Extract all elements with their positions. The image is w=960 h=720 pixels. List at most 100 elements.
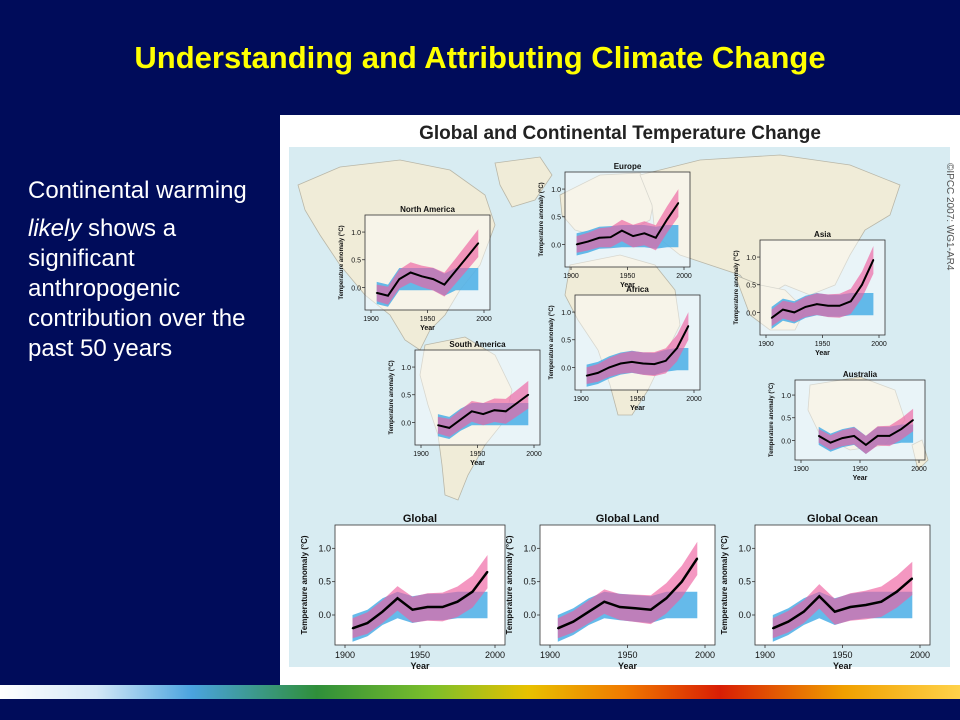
x-tick-label: 1950 — [617, 650, 637, 660]
x-tick-label: 1900 — [573, 396, 589, 403]
observed-point — [653, 363, 656, 365]
x-tick-label: 1950 — [815, 341, 831, 348]
x-tick-label: 1900 — [563, 273, 579, 280]
observed-point — [687, 325, 690, 327]
y-axis-label: Temperature anomaly (°C) — [549, 305, 555, 379]
panel-title: Europe — [614, 162, 642, 171]
observed-line — [772, 577, 914, 630]
chart-panels: North America 0.0 0.5 1.0 1900 1950 2000 Year Te… — [300, 162, 931, 671]
chart-africa: Africa 0.0 0.5 1.0 1900 1950 2000 Year Temperatu… — [549, 285, 702, 412]
x-tick-label: 2000 — [695, 650, 715, 660]
x-tick-label: 2000 — [485, 650, 505, 660]
x-tick-label: 1950 — [410, 650, 430, 660]
observed-point — [782, 308, 784, 311]
observed-point — [849, 300, 852, 303]
observed-point — [665, 597, 668, 600]
x-tick-label: 1900 — [335, 650, 355, 660]
observed-point — [572, 620, 575, 623]
observed-line — [586, 325, 690, 377]
bullet-emphasis-likely: likely — [28, 215, 82, 242]
observed-point — [841, 437, 844, 439]
observed-point — [618, 606, 621, 608]
observed-point — [398, 278, 401, 280]
observed-point — [911, 577, 914, 580]
observed-point — [587, 240, 589, 243]
observed-point — [900, 428, 903, 430]
bullet-continental-warming: Continental warming — [28, 177, 247, 204]
chart-global: Global 0.0 0.5 1.0 1900 1950 2000 Year Temperatu… — [300, 513, 506, 671]
y-tick-label: 1.0 — [351, 230, 361, 237]
panel-title: North America — [400, 205, 455, 214]
panel-title: Australia — [843, 370, 878, 379]
observed-point — [864, 604, 867, 606]
observed-point — [888, 435, 891, 437]
chart-asia: Asia 0.0 0.5 1.0 1900 1950 2000 Year Temperature… — [734, 230, 887, 357]
observed-point — [619, 362, 622, 365]
x-tick-label: 1900 — [363, 316, 379, 323]
y-tick-label: 0.0 — [781, 438, 791, 445]
observed-point — [575, 243, 578, 246]
y-tick-label: 1.0 — [551, 187, 561, 194]
observed-point — [833, 610, 836, 613]
y-tick-label: 0.5 — [746, 283, 756, 290]
observed-point — [608, 366, 611, 369]
land-north-america — [297, 159, 496, 351]
band-all-forcings — [557, 541, 698, 639]
observed-point — [838, 304, 841, 307]
y-tick-label: 1.0 — [561, 310, 571, 317]
observed-point — [456, 600, 459, 603]
y-tick-label: 0.0 — [738, 610, 751, 620]
observed-point — [366, 622, 369, 624]
x-tick-label: 1950 — [470, 451, 486, 458]
y-tick-label: 0.0 — [551, 242, 561, 249]
bullet-anthropogenic-text: shows a significant anthropogenic contri… — [28, 215, 246, 362]
x-tick-label: 2000 — [871, 341, 887, 348]
x-tick-label: 2000 — [910, 650, 930, 660]
x-axis-label: Year — [420, 325, 435, 332]
observed-point — [426, 606, 429, 608]
observed-point — [448, 427, 451, 429]
observed-point — [793, 311, 796, 314]
slide-title: Understanding and Attributing Climate Ch… — [134, 40, 826, 75]
observed-point — [454, 270, 457, 272]
observed-point — [486, 570, 489, 573]
y-axis-label: Temperature anomaly (°C) — [539, 182, 545, 256]
y-tick-label: 0.0 — [523, 610, 536, 620]
observed-point — [912, 419, 914, 421]
observed-point — [609, 236, 612, 239]
observed-point — [441, 606, 444, 608]
observed-point — [587, 610, 590, 613]
land-asia — [639, 154, 901, 301]
y-axis-label: Temperature anomaly (°C) — [300, 535, 309, 634]
land-new-zealand — [911, 439, 929, 471]
observed-point — [676, 347, 678, 349]
panel-title: Africa — [626, 285, 649, 294]
observed-point — [387, 294, 389, 297]
observed-point — [556, 627, 559, 630]
band-all-forcings — [771, 246, 874, 327]
chart-global-ocean: Global Ocean 0.0 0.5 1.0 1900 1950 2000 Year Tem… — [720, 513, 931, 671]
observed-point — [787, 620, 790, 623]
y-tick-label: 0.5 — [781, 416, 791, 423]
observed-line — [771, 259, 875, 319]
observed-point — [643, 232, 646, 235]
observed-point — [375, 292, 378, 294]
observed-point — [504, 410, 507, 413]
y-tick-label: 0.5 — [738, 577, 751, 587]
chart-south-america: South America 0.0 0.5 1.0 1900 1950 2000 Year Te… — [389, 340, 542, 467]
y-axis-label: Temperature anomaly (°C) — [720, 535, 729, 634]
observed-point — [642, 362, 644, 365]
observed-point — [632, 235, 634, 237]
x-tick-label: 1950 — [832, 650, 852, 660]
x-tick-label: 1950 — [630, 396, 646, 403]
y-tick-label: 1.0 — [318, 543, 331, 553]
observed-point — [664, 359, 667, 362]
chart-australia: Australia 0.0 0.5 1.0 1900 1950 2000 Year Temper… — [769, 370, 927, 482]
observed-point — [482, 413, 484, 415]
x-tick-label: 1900 — [540, 650, 560, 660]
observed-point — [471, 590, 474, 593]
y-tick-label: 1.0 — [401, 365, 411, 372]
y-tick-label: 0.0 — [401, 420, 411, 427]
chart-europe: Europe 0.0 0.5 1.0 1900 1950 2000 Year Temperatu… — [539, 162, 692, 289]
y-axis-label: Temperature anomaly (°C) — [734, 250, 740, 324]
